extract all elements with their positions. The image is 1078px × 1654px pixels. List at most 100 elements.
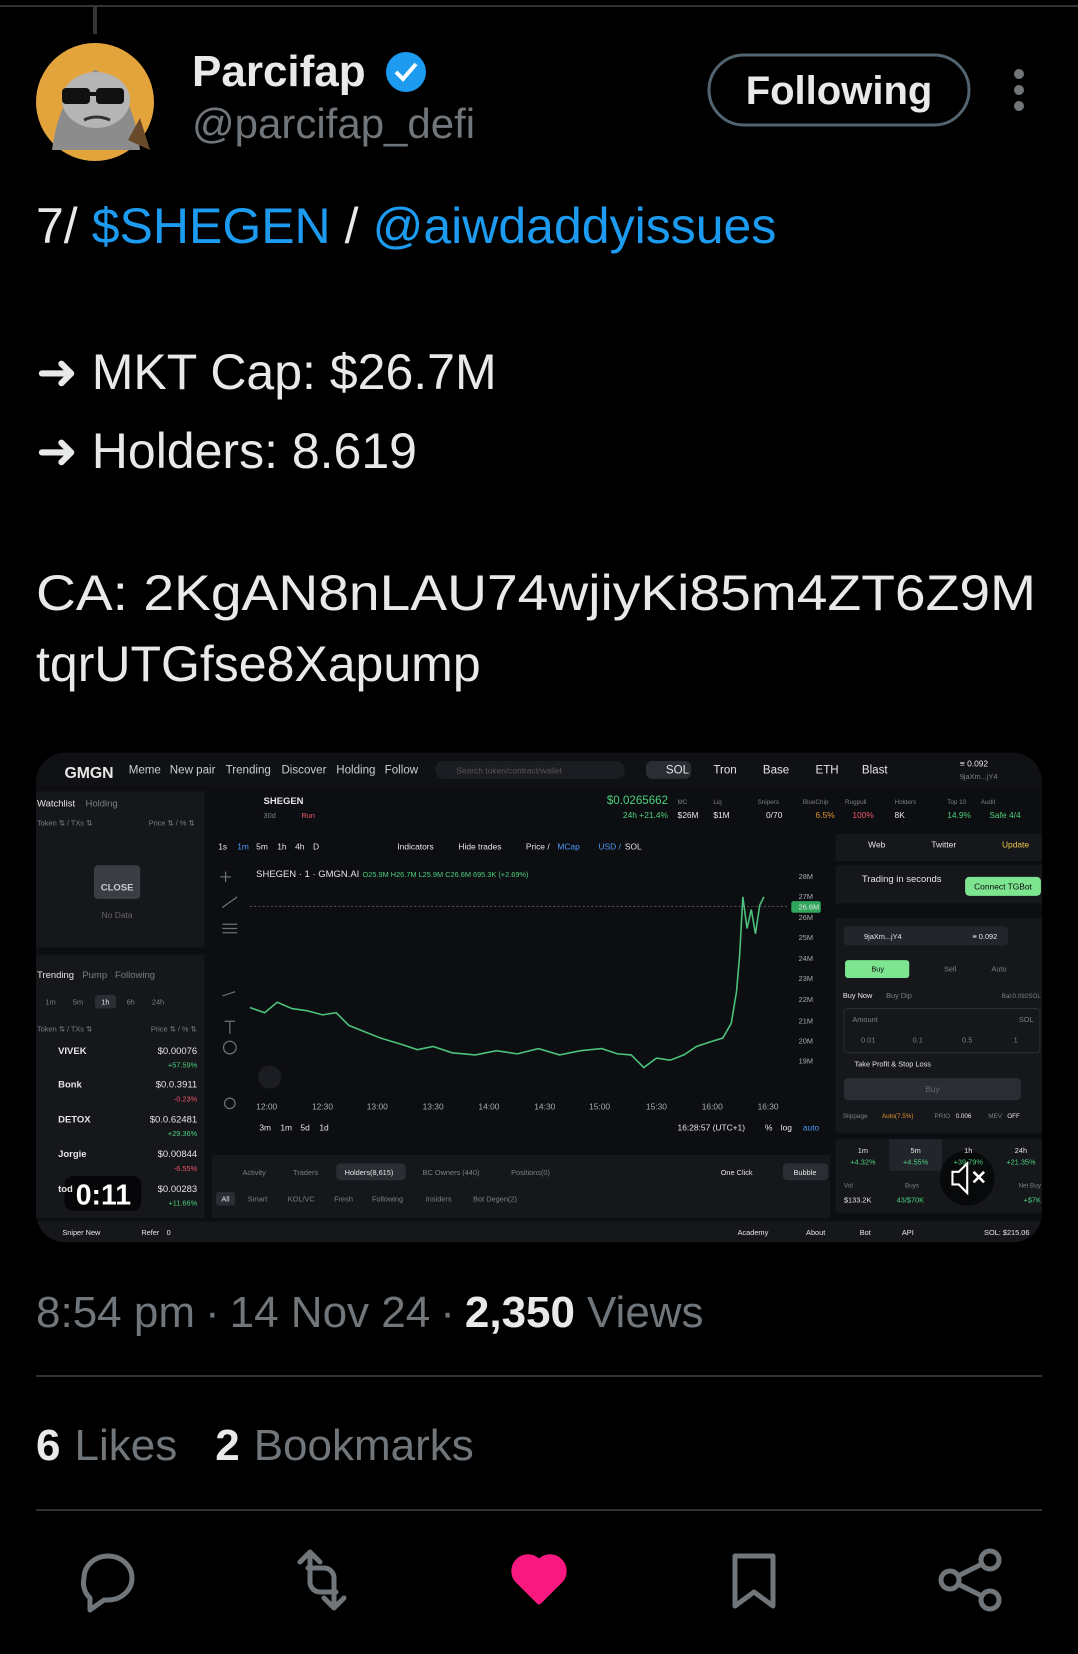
- video-text: Trading in seconds: [862, 874, 942, 885]
- video-text: $0.00844: [158, 1149, 198, 1160]
- tweet-line: CA: 2KgAN8nLAU74wjiyKi85m4ZT6Z9M: [36, 565, 1036, 621]
- likes-label[interactable]: Likes: [74, 1421, 177, 1470]
- video-text: Buys: [905, 1183, 919, 1190]
- share-button[interactable]: [938, 1548, 1002, 1612]
- video-text: +39.79%: [954, 1157, 984, 1166]
- avatar[interactable]: [36, 43, 154, 161]
- video-text: 1m: [237, 841, 249, 851]
- time: 8:54 pm: [36, 1288, 195, 1337]
- video-text: 14.9%: [947, 810, 971, 820]
- video-text: Positions(0): [511, 1168, 550, 1177]
- separator: ·: [440, 1288, 455, 1337]
- verified-badge: [386, 52, 426, 92]
- video-text: +11.66%: [168, 1199, 197, 1208]
- video-text: 0.006: [956, 1113, 972, 1120]
- video-text: Web: [868, 839, 885, 849]
- video-text: Indicators: [397, 841, 433, 851]
- video-text: DETOX: [58, 1114, 91, 1125]
- video-text: ≡ 0.092: [972, 932, 997, 941]
- separator: ·: [205, 1288, 220, 1337]
- video-text: 26M: [799, 913, 813, 922]
- tweet-line: tqrUTGfse8Xapump: [36, 636, 481, 692]
- video-text: Net Buy: [1018, 1183, 1041, 1190]
- follow-button-label[interactable]: Following: [746, 69, 933, 113]
- video-text: 5m: [910, 1146, 920, 1155]
- date: 14 Nov 24: [230, 1288, 431, 1337]
- bookmarks-count[interactable]: 2: [215, 1421, 239, 1470]
- handle[interactable]: @parcifap_defi: [192, 100, 475, 147]
- video-text: Top 10: [947, 799, 966, 806]
- video-frame: GMGN Meme New pair Trending Discover Holding F…: [36, 752, 1042, 1243]
- video-text: SOL: [625, 841, 642, 851]
- follow-button[interactable]: [707, 53, 971, 127]
- video-text: Bubble: [794, 1168, 817, 1177]
- video-text: Insiders: [426, 1194, 452, 1203]
- mention-link[interactable]: @aiwdaddyissues: [373, 198, 777, 254]
- likes-count[interactable]: 6: [36, 1421, 60, 1470]
- video-text: Auto: [991, 965, 1006, 974]
- video-text: ≡ 0.092: [960, 758, 989, 768]
- timestamp: 8:54 pm · 14 Nov 24 · 2,350 Views: [36, 1288, 704, 1337]
- video-text: Bot: [860, 1228, 871, 1237]
- like-button[interactable]: [511, 1554, 567, 1605]
- video-text: 25M: [799, 933, 813, 942]
- video-text: 1d: [319, 1123, 329, 1133]
- display-name[interactable]: Parcifap: [192, 47, 366, 96]
- video[interactable]: GMGN Meme New pair Trending Discover Holding F…: [36, 752, 1042, 1243]
- video-text: +21.35%: [1006, 1157, 1036, 1166]
- video-text: Liq: [713, 799, 722, 806]
- reply-button[interactable]: [80, 1553, 135, 1613]
- video-text: No Data: [102, 910, 133, 920]
- video-text: $1M: [713, 810, 729, 820]
- video-text: Watchlist: [37, 798, 75, 809]
- more-menu[interactable]: [1014, 69, 1024, 111]
- video-text: Token ⇅ / TXs ⇅: [37, 1025, 92, 1034]
- video-text: Audit: [981, 799, 996, 806]
- video-text: Activity: [242, 1168, 266, 1177]
- bookmarks-label[interactable]: Bookmarks: [254, 1421, 474, 1470]
- ticker-link[interactable]: $SHEGEN: [92, 198, 331, 254]
- video-text: log: [781, 1123, 793, 1133]
- video-text: auto: [803, 1123, 820, 1133]
- video-text: 0.5: [962, 1035, 972, 1044]
- video-text: 0:11: [76, 1179, 132, 1211]
- bookmark-button[interactable]: [732, 1553, 776, 1609]
- video-text: Auto(7.5%): [882, 1113, 914, 1120]
- video-text: MEV: [988, 1113, 1002, 1120]
- video-text: 1m: [858, 1146, 868, 1155]
- video-text: Traders: [293, 1168, 318, 1177]
- video-text: 9jaXm...jY4: [960, 772, 998, 781]
- video-text: Pump: [82, 970, 107, 981]
- retweet-button[interactable]: [297, 1549, 347, 1611]
- video-text: +4.32%: [850, 1157, 876, 1166]
- separator: /: [345, 198, 359, 254]
- video-text: 12:00: [256, 1102, 277, 1112]
- video-text: 13:30: [423, 1102, 444, 1112]
- video-text: O25.9M H26.7M L25.9M C26.6M 695.3K (+2.6…: [363, 870, 529, 879]
- video-text: Token ⇅ / TXs ⇅: [37, 818, 92, 827]
- views-count: 2,350: [465, 1288, 575, 1337]
- video-text: 27M: [799, 892, 813, 901]
- video-text: Take Profit & Stop Loss: [854, 1059, 931, 1068]
- video-text: Run: [301, 811, 315, 820]
- video-text: 13:00: [367, 1102, 388, 1112]
- video-text: Bot Degen(2): [473, 1194, 517, 1203]
- video-text: 21M: [799, 1016, 813, 1025]
- video-text: Following: [115, 970, 155, 981]
- video-text: 16:00: [702, 1102, 723, 1112]
- video-text: 43/$70K: [897, 1195, 925, 1204]
- video-text: Search token/contract/wallet: [456, 766, 562, 776]
- video-text: +57.59%: [168, 1061, 198, 1070]
- video-text: Buy: [871, 965, 884, 974]
- video-text: Jorgie: [58, 1149, 86, 1160]
- video-text: 30d: [264, 811, 276, 820]
- video-text: 5m: [256, 841, 268, 851]
- video-text: API: [902, 1228, 914, 1237]
- video-text: Meme: [129, 765, 161, 777]
- video-text: 3m: [259, 1123, 271, 1133]
- video-text: Snipers: [758, 799, 779, 806]
- mute-button[interactable]: [939, 1150, 995, 1206]
- video-text: PRIO: [935, 1113, 951, 1120]
